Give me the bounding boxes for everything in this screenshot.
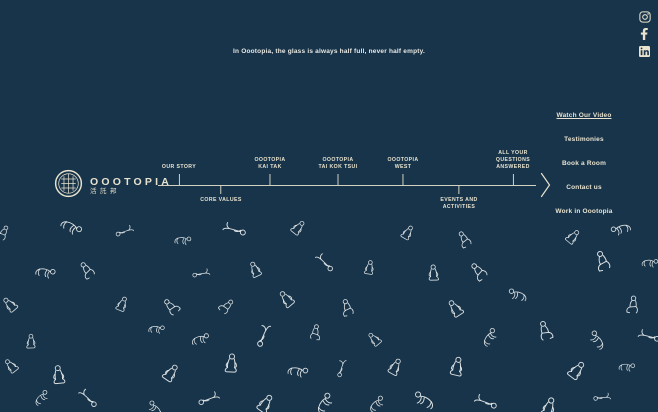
floating-figure: [618, 360, 636, 374]
floating-figure: [366, 330, 383, 348]
menu-item-work-in-oootopia[interactable]: Work in Oootopia: [555, 207, 613, 215]
floating-figure: [592, 387, 613, 408]
floating-figure: [635, 324, 658, 349]
oootopia-seal-icon: [54, 169, 83, 203]
floating-figure: [331, 357, 353, 378]
menu-item-book-a-room[interactable]: Book a Room: [561, 159, 607, 167]
timeline-tick: [512, 174, 514, 185]
floating-figure: [289, 218, 307, 237]
timeline-item-oootopia-kai-tak[interactable]: OOOTOPIA KAI TAK: [254, 157, 285, 185]
floating-figure: [610, 219, 632, 239]
logo-wordmark: OOOTOPIA: [90, 175, 172, 188]
instagram-icon[interactable]: [639, 10, 651, 23]
floating-figure: [255, 392, 277, 412]
floating-figure: [508, 288, 528, 302]
timeline-item-oootopia-tai-kok-tsui[interactable]: OOOTOPIA TAI KOK TSUI: [319, 157, 358, 185]
floating-figure: [455, 229, 473, 249]
logo-chinese-name: 活託邦: [90, 188, 120, 195]
floating-figure: [387, 356, 405, 377]
floating-figure: [25, 333, 36, 349]
floating-figure: [366, 394, 387, 412]
floating-figure: [309, 323, 323, 341]
floating-figure: [77, 388, 98, 408]
chevron-right-icon[interactable]: [540, 172, 551, 203]
floating-figure: [641, 256, 658, 269]
floating-figure: [220, 216, 247, 243]
side-menu: Watch Our Video Testimonies Book a Room …: [540, 108, 628, 218]
floating-figure: [479, 327, 500, 348]
floating-figure: [161, 296, 182, 317]
floating-figure: [540, 395, 558, 412]
tagline: In Oootopia, the glass is always half fu…: [233, 48, 425, 55]
floating-figure: [314, 252, 334, 272]
timeline-nav: OUR STORY CORE VALUES OOOTOPIA KAI TAK O…: [158, 148, 550, 212]
floating-figure: [449, 355, 466, 377]
floating-figure: [34, 263, 57, 281]
timeline-line: [158, 185, 536, 186]
timeline-tick: [269, 174, 271, 185]
floating-figure: [148, 322, 166, 336]
floating-figure: [224, 353, 238, 373]
logo[interactable]: OOOTOPIA 活託邦: [54, 169, 172, 203]
floating-figure: [276, 288, 296, 309]
floating-figure: [564, 227, 582, 246]
floating-figure: [536, 319, 554, 342]
floating-figure: [32, 389, 51, 407]
menu-item-testimonies[interactable]: Testimonies: [564, 135, 604, 143]
timeline-tick: [402, 174, 404, 185]
timeline-tick: [178, 174, 180, 185]
floating-figure: [586, 329, 608, 351]
menu-item-watch-our-video[interactable]: Watch Our Video: [556, 111, 612, 119]
floating-figure: [115, 295, 130, 313]
facebook-icon[interactable]: [639, 27, 651, 40]
timeline-item-oootopia-west[interactable]: OOOTOPIA WEST: [387, 157, 418, 185]
floating-figure: [115, 221, 136, 242]
timeline-item-core-values[interactable]: CORE VALUES: [200, 186, 241, 204]
floating-figure: [412, 390, 436, 410]
timeline-tick: [220, 186, 222, 194]
floating-figure: [626, 295, 640, 314]
floating-figure: [428, 264, 439, 281]
floating-figure: [2, 356, 20, 375]
floating-figure: [250, 321, 277, 348]
floating-figure: [339, 297, 355, 318]
timeline-item-all-your-questions-answered[interactable]: ALL YOUR QUESTIONS ANSWERED: [496, 150, 530, 185]
menu-item-contact-us[interactable]: Contact us: [566, 183, 602, 191]
floating-figure: [312, 391, 336, 412]
floating-figure: [0, 223, 11, 242]
floating-figure: [400, 223, 416, 241]
floating-figure: [161, 361, 181, 383]
floating-figure: [286, 362, 309, 380]
floating-figure: [191, 333, 210, 345]
floating-figure: [472, 389, 498, 412]
linkedin-icon[interactable]: [639, 44, 651, 57]
floating-figure: [77, 259, 96, 281]
floating-figure: [191, 263, 212, 284]
timeline-item-events-and-activities[interactable]: EVENTS AND ACTIVITIES: [440, 186, 477, 211]
floating-figure: [59, 215, 84, 239]
floating-figure: [566, 358, 588, 381]
floating-figure: [363, 259, 375, 275]
floating-figure: [592, 249, 612, 273]
floating-figure: [52, 364, 66, 385]
floating-figure: [217, 296, 236, 316]
floating-figure: [445, 297, 465, 319]
floating-figure: [0, 294, 19, 314]
timeline-tick: [458, 186, 460, 194]
floating-figure: [174, 233, 192, 247]
floating-figure: [246, 260, 263, 279]
timeline-tick: [337, 174, 339, 185]
floating-figure: [467, 260, 489, 283]
floating-figure: [197, 387, 222, 411]
timeline-item-our-story[interactable]: OUR STORY: [162, 164, 196, 185]
floating-figure: [145, 399, 165, 412]
social-links: [639, 10, 651, 57]
